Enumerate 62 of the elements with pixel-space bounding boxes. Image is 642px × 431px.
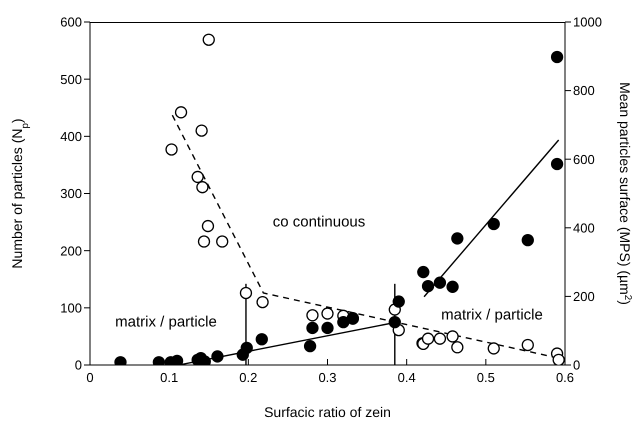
point	[552, 354, 565, 365]
point	[195, 124, 208, 137]
y2-tick-label: 0	[573, 358, 580, 373]
point	[202, 34, 215, 46]
y-tick-label: 0	[74, 358, 82, 373]
y-tick-label: 100	[60, 300, 82, 316]
point	[488, 342, 500, 355]
point	[446, 280, 459, 293]
point	[211, 350, 224, 363]
y-tick-label: 400	[60, 128, 82, 144]
y2-tick-label: 1000	[573, 14, 602, 30]
y-tick-label: 200	[60, 243, 82, 258]
point	[321, 307, 334, 320]
y-tick-label: 300	[60, 186, 82, 202]
point	[446, 330, 459, 343]
point	[422, 280, 434, 292]
point	[388, 316, 401, 328]
point	[256, 333, 268, 346]
point	[488, 218, 500, 230]
point	[174, 106, 188, 118]
x-tick-label: 0	[86, 370, 94, 386]
point	[306, 322, 319, 334]
point	[240, 286, 252, 300]
point	[196, 181, 209, 194]
point	[198, 235, 210, 248]
y2-tick-label: 200	[573, 289, 595, 304]
point	[522, 338, 534, 352]
y2-tick-label: 600	[573, 152, 595, 167]
annotation: matrix / particle	[115, 314, 217, 330]
x-tick-label: 0.6	[556, 370, 574, 386]
point	[434, 276, 446, 289]
point	[304, 340, 316, 352]
point	[192, 170, 204, 184]
point	[550, 158, 564, 170]
point	[337, 316, 350, 328]
point	[216, 235, 228, 248]
point	[417, 266, 430, 278]
y2-tick-label: 400	[573, 220, 595, 236]
point	[451, 232, 464, 245]
point	[321, 322, 334, 334]
point	[392, 295, 405, 308]
x-axis-title: Surfacic ratio of zein	[264, 404, 391, 420]
y-tick-label: 600	[60, 14, 82, 30]
point	[422, 332, 434, 345]
y-tick-label: 500	[60, 72, 82, 87]
x-tick-label: 0.4	[398, 370, 416, 386]
point	[240, 342, 253, 354]
point	[256, 296, 269, 308]
x-tick-label: 0.1	[160, 370, 178, 386]
point	[522, 234, 534, 246]
point	[202, 220, 214, 232]
annotation: matrix / particle	[441, 306, 543, 324]
point	[451, 341, 464, 354]
point	[434, 332, 446, 345]
annotation: co continuous	[272, 214, 366, 230]
x-tick-label: 0.2	[239, 370, 258, 386]
y2-tick-label: 800	[573, 83, 595, 98]
point	[306, 309, 319, 322]
point	[165, 143, 178, 156]
x-tick-label: 0.3	[318, 370, 337, 386]
x-tick-label: 0.5	[476, 370, 495, 386]
point	[550, 50, 564, 64]
